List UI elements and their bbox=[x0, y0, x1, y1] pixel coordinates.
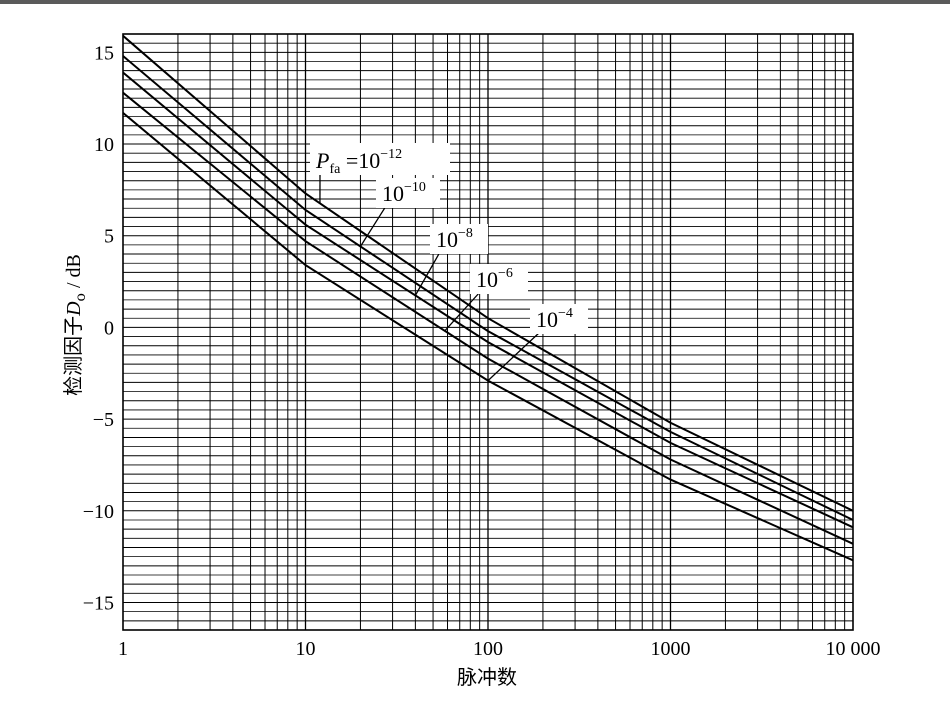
series-line bbox=[122, 55, 854, 521]
x-tick-label: 1 bbox=[118, 638, 128, 660]
grid bbox=[123, 33, 853, 630]
series-line bbox=[122, 91, 854, 545]
y-tick-label: 0 bbox=[104, 317, 114, 339]
y-tick-label: −15 bbox=[83, 592, 114, 614]
x-tick-label: 1000 bbox=[651, 638, 691, 660]
x-tick-label: 10 bbox=[296, 638, 316, 660]
y-tick-label: 15 bbox=[94, 42, 114, 64]
annotation-label: 10−10 bbox=[382, 180, 426, 206]
y-tick-label: −5 bbox=[93, 409, 114, 431]
annotations: Pfa =10−12 10−10 10−810−6 10−4 bbox=[310, 143, 588, 382]
annotation-leader bbox=[414, 251, 441, 296]
series-lines bbox=[122, 35, 854, 562]
annotation-leader bbox=[444, 291, 481, 332]
y-axis-label-unit: / dB bbox=[63, 254, 85, 293]
annotation-leader bbox=[487, 331, 541, 382]
x-tick-labels: 1 10 100 1000 10 000 bbox=[118, 638, 881, 660]
y-axis-label-symbol: D bbox=[63, 301, 85, 317]
y-tick-label: −10 bbox=[83, 501, 114, 523]
plot-frame bbox=[122, 33, 854, 631]
y-tick-label: 5 bbox=[104, 226, 114, 248]
annotation-bg bbox=[470, 264, 528, 294]
top-border bbox=[0, 0, 950, 4]
annotation-leader bbox=[359, 205, 387, 247]
x-tick-label: 100 bbox=[473, 638, 503, 660]
y-axis-label-subscript: o bbox=[73, 293, 89, 301]
series-line bbox=[122, 71, 854, 529]
annotation-label: 10−8 bbox=[436, 226, 473, 252]
annotation-bg bbox=[430, 224, 488, 254]
annotation-bg bbox=[310, 143, 450, 175]
annotation-label: 10−4 bbox=[536, 306, 573, 332]
annotation-label: 10−6 bbox=[476, 266, 513, 292]
y-axis-label: 检测因子Do / dB bbox=[61, 254, 89, 396]
y-tick-label: 10 bbox=[94, 134, 114, 156]
y-axis-label-text: 检测因子 bbox=[61, 316, 85, 396]
y-tick-labels: 15 10 5 0 −5 −10 −15 bbox=[83, 42, 114, 614]
x-tick-label: 10 000 bbox=[826, 638, 881, 660]
x-axis-label: 脉冲数 bbox=[457, 665, 517, 689]
annotation-label: Pfa =10−12 bbox=[315, 147, 402, 177]
annotation-bg bbox=[376, 178, 440, 208]
series-line bbox=[122, 112, 854, 562]
series-line bbox=[122, 35, 854, 512]
annotation-bg bbox=[530, 304, 588, 334]
